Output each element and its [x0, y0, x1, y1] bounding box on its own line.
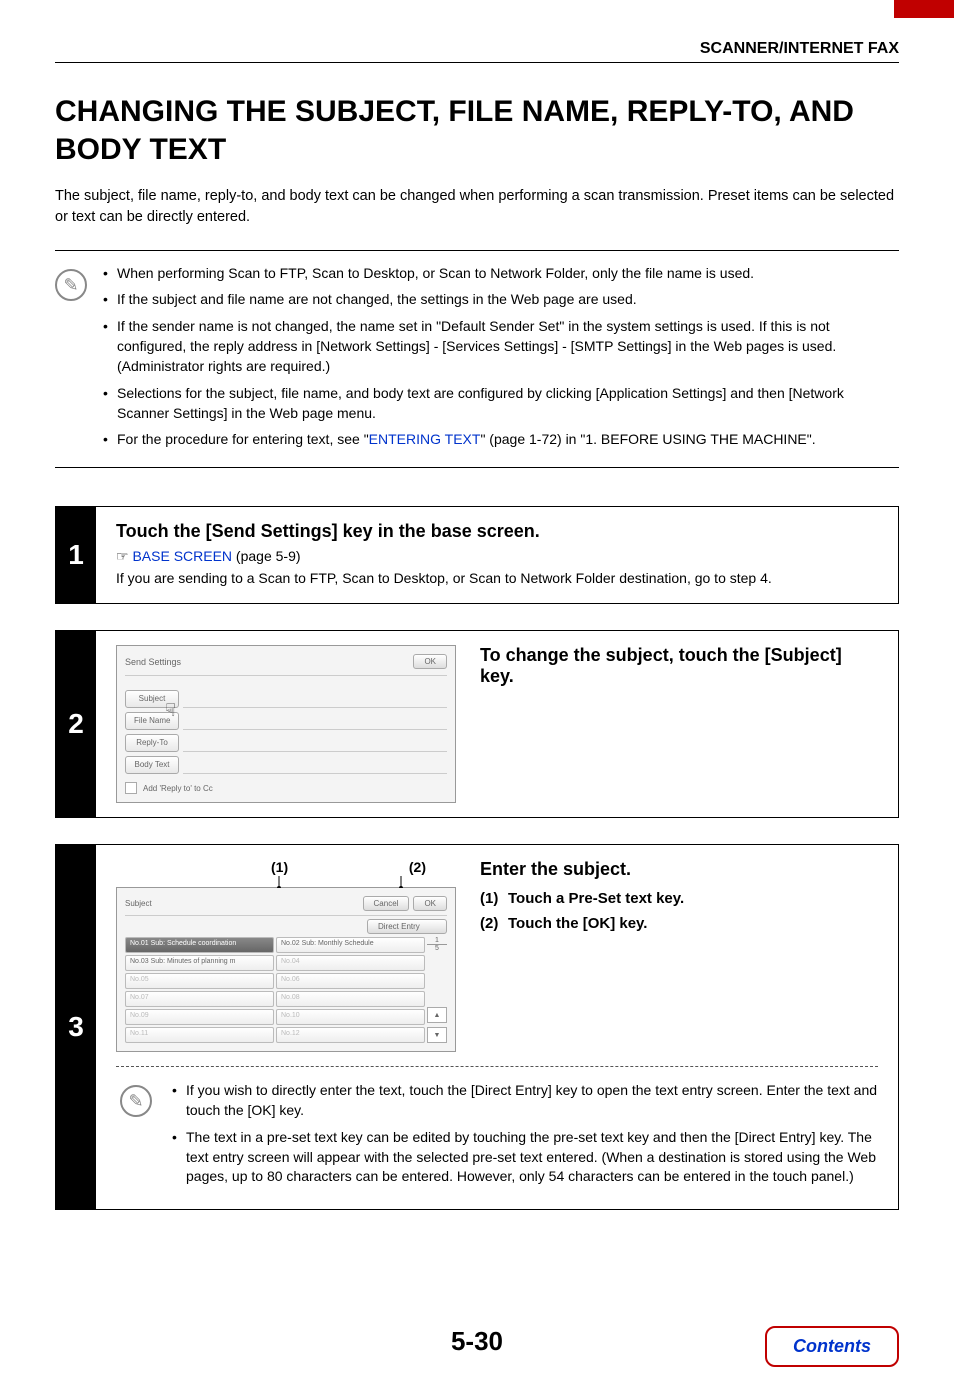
- preset-key[interactable]: No.08: [276, 991, 425, 1007]
- preset-key[interactable]: No.09: [125, 1009, 274, 1025]
- note-item: When performing Scan to FTP, Scan to Des…: [103, 263, 899, 283]
- intro-paragraph: The subject, file name, reply-to, and bo…: [55, 186, 899, 228]
- step-number: 1: [56, 507, 96, 603]
- mock3-direct-entry-button[interactable]: Direct Entry: [367, 919, 447, 934]
- dashed-separator: [116, 1066, 878, 1067]
- preset-key[interactable]: No.07: [125, 991, 274, 1007]
- pointer-icon: ☞: [116, 548, 129, 564]
- preset-key[interactable]: No.06: [276, 973, 425, 989]
- step-number: 3: [56, 845, 96, 1209]
- mock-ok-button[interactable]: OK: [413, 654, 447, 669]
- sub-note-item: The text in a pre-set text key can be ed…: [172, 1128, 878, 1187]
- preset-key[interactable]: No.12: [276, 1027, 425, 1043]
- step-1: 1 Touch the [Send Settings] key in the b…: [55, 506, 899, 604]
- mock-bodytext-button[interactable]: Body Text: [125, 756, 179, 774]
- mock-replyto-button[interactable]: Reply-To: [125, 734, 179, 752]
- note-item: Selections for the subject, file name, a…: [103, 383, 899, 424]
- step-subtext: If you are sending to a Scan to FTP, Sca…: [116, 569, 878, 589]
- callout-lines: [271, 876, 426, 888]
- step-description: To change the subject, touch the [Subjec…: [480, 645, 878, 803]
- step-2: 2 Send Settings OK Subject File Name Rep…: [55, 630, 899, 818]
- send-settings-mock: Send Settings OK Subject File Name Reply…: [116, 645, 456, 803]
- pencil-icon: ✎: [55, 269, 87, 301]
- sub-item: (1)Touch a Pre-Set text key.: [480, 890, 878, 907]
- mock-title: Send Settings: [125, 657, 181, 667]
- step-body: (1) (2) Subject: [96, 845, 898, 1209]
- sub-note-item: If you wish to directly enter the text, …: [172, 1081, 878, 1120]
- note-icon-wrap: ✎: [55, 263, 87, 455]
- scroll-down-button[interactable]: ▼: [427, 1027, 447, 1043]
- mock-checkbox[interactable]: [125, 782, 137, 794]
- base-screen-link[interactable]: BASE SCREEN: [132, 548, 232, 564]
- note-text-suffix: " (page 1-72) in "1. BEFORE USING THE MA…: [480, 431, 815, 447]
- step-number: 2: [56, 631, 96, 817]
- mock3-cancel-button[interactable]: Cancel: [363, 896, 410, 911]
- note-item: For the procedure for entering text, see…: [103, 429, 899, 449]
- preset-key[interactable]: No.05: [125, 973, 274, 989]
- page-content: CHANGING THE SUBJECT, FILE NAME, REPLY-T…: [0, 63, 954, 1266]
- mock-field: [183, 734, 447, 752]
- header-accent-bar: [894, 0, 954, 18]
- mock-field: [183, 756, 447, 774]
- note-item: If the sender name is not changed, the n…: [103, 316, 899, 377]
- step3-notes: ✎ If you wish to directly enter the text…: [116, 1081, 878, 1195]
- page-footer: 5-30 Contents: [0, 1326, 954, 1387]
- page-title: CHANGING THE SUBJECT, FILE NAME, REPLY-T…: [55, 93, 899, 168]
- page-number: 5-30: [451, 1326, 503, 1357]
- mock-field: [183, 690, 447, 708]
- preset-key[interactable]: No.10: [276, 1009, 425, 1025]
- step-title: Touch the [Send Settings] key in the bas…: [116, 521, 878, 542]
- notes-block: ✎ When performing Scan to FTP, Scan to D…: [55, 250, 899, 468]
- entering-text-link[interactable]: ENTERING TEXT: [369, 431, 481, 447]
- mock3-ok-button[interactable]: OK: [413, 896, 447, 911]
- step-reference: ☞ BASE SCREEN (page 5-9): [116, 548, 878, 565]
- preset-key[interactable]: No.04: [276, 955, 425, 971]
- callout-1: (1): [271, 859, 288, 875]
- header-section: SCANNER/INTERNET FAX: [55, 40, 899, 63]
- mock-field: [183, 712, 447, 730]
- preset-key[interactable]: No.03 Sub: Minutes of planning m: [125, 955, 274, 971]
- ref-suffix: (page 5-9): [232, 548, 300, 564]
- preset-key[interactable]: No.11: [125, 1027, 274, 1043]
- hand-cursor-icon: ☟: [165, 700, 176, 721]
- subject-mock: (1) (2) Subject: [116, 859, 456, 1052]
- step-title: Enter the subject.: [480, 859, 878, 880]
- note-text-prefix: For the procedure for entering text, see…: [117, 431, 369, 447]
- sub-item: (2)Touch the [OK] key.: [480, 915, 878, 932]
- step-title: To change the subject, touch the [Subjec…: [480, 645, 878, 687]
- mock-checkbox-label: Add 'Reply to' to Cc: [143, 784, 213, 793]
- note-item: If the subject and file name are not cha…: [103, 289, 899, 309]
- step-3: 3 (1) (2): [55, 844, 899, 1210]
- mock3-title: Subject: [125, 899, 152, 908]
- step-body: Touch the [Send Settings] key in the bas…: [96, 507, 898, 603]
- preset-key[interactable]: No.01 Sub: Schedule coordination: [125, 937, 274, 953]
- step-description: Enter the subject. (1)Touch a Pre-Set te…: [480, 859, 878, 1052]
- callout-2: (2): [409, 859, 426, 875]
- scroll-up-button[interactable]: ▲: [427, 1007, 447, 1023]
- step-body: Send Settings OK Subject File Name Reply…: [96, 631, 898, 817]
- page-indicator: 1 5: [427, 937, 447, 952]
- preset-key[interactable]: No.02 Sub: Monthly Schedule: [276, 937, 425, 953]
- notes-list: When performing Scan to FTP, Scan to Des…: [103, 263, 899, 455]
- pencil-icon: ✎: [120, 1085, 152, 1117]
- contents-button[interactable]: Contents: [765, 1326, 899, 1367]
- note-icon-wrap: ✎: [116, 1081, 156, 1195]
